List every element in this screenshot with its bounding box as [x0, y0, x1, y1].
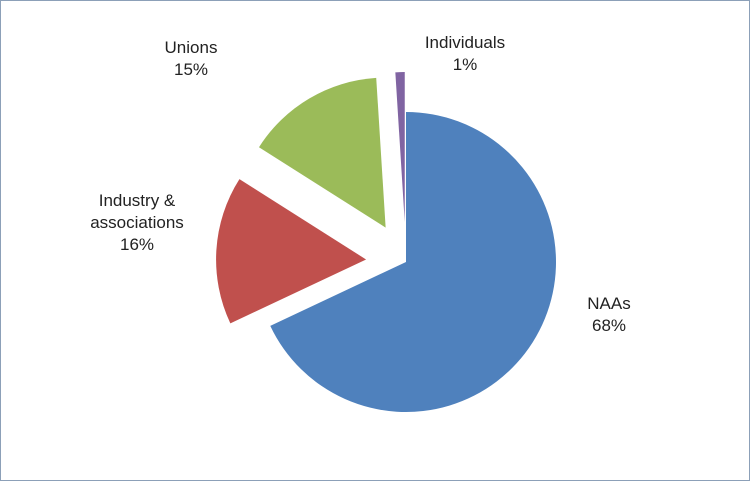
pie-slice-industry [216, 179, 367, 324]
pie-label-name: Unions [165, 38, 218, 57]
pie-label-percent: 15% [174, 60, 208, 79]
pie-label-unions: Unions 15% [165, 38, 218, 79]
pie-slice-individuals [395, 72, 405, 223]
pie-slice-naas [270, 112, 557, 412]
pie-slice-unions [258, 77, 386, 228]
pie-label-individuals: Individuals 1% [425, 33, 505, 74]
pie-labels: NAAs 68% Industry & associations 16% Unions 15… [90, 33, 631, 335]
pie-label-percent: 1% [453, 55, 478, 74]
pie-label-percent: 68% [592, 316, 626, 335]
pie-label-name: Individuals [425, 33, 505, 52]
pie-slices [216, 72, 557, 412]
pie-label-name: Industry & [99, 191, 176, 210]
pie-label-name: associations [90, 213, 184, 232]
pie-label-percent: 16% [120, 235, 154, 254]
pie-label-industry: Industry & associations 16% [90, 191, 184, 254]
pie-label-name: NAAs [587, 294, 630, 313]
pie-label-naas: NAAs 68% [587, 294, 630, 335]
